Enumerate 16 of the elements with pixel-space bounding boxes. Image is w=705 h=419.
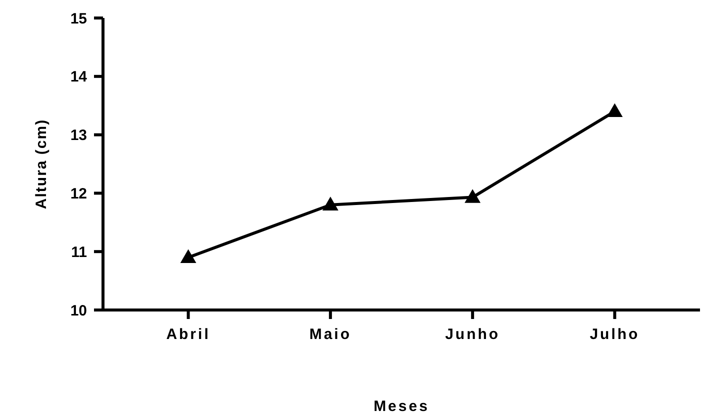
- point: [322, 196, 338, 210]
- y-tick-label: 12: [70, 185, 87, 202]
- x-tick-label: Abril: [166, 326, 210, 343]
- x-tick-label: Junho: [445, 326, 500, 343]
- y-tick-label: 13: [70, 127, 87, 144]
- y-tick-label: 10: [70, 302, 87, 320]
- y-tick-label: 11: [71, 244, 87, 261]
- point: [180, 249, 196, 264]
- x-tick-label: Maio: [309, 326, 352, 343]
- y-axis-title: Altura (cm): [33, 118, 50, 210]
- x-axis-title: Meses: [374, 398, 430, 415]
- y-tick-label: 14: [70, 68, 88, 86]
- point: [606, 103, 623, 118]
- point: [464, 189, 481, 203]
- y-tick-label: 15: [70, 10, 87, 28]
- x-tick-label: Julho: [590, 326, 640, 343]
